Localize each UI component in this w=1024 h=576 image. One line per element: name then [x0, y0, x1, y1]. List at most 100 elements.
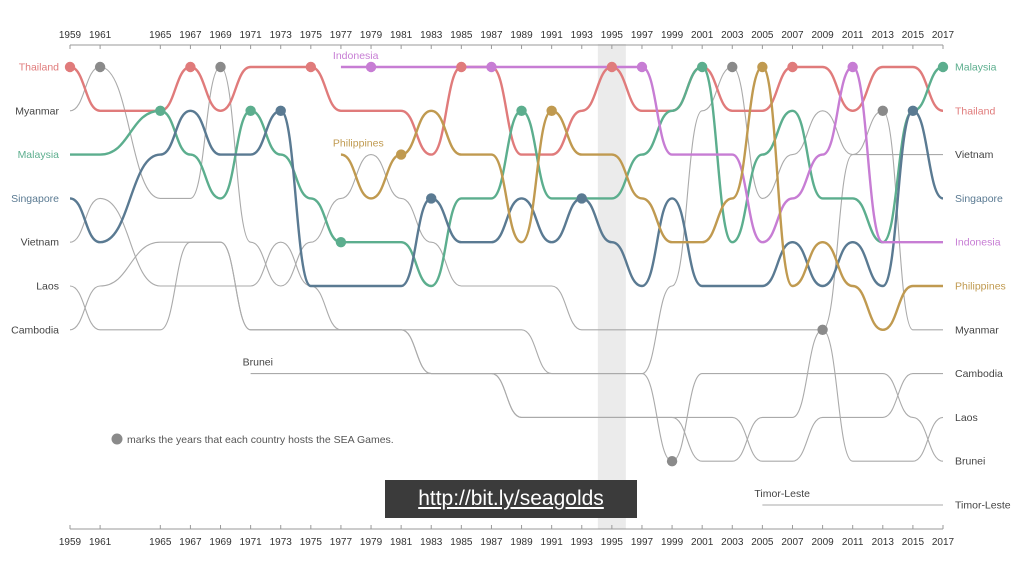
- tick-label: 2017: [932, 30, 955, 41]
- tick-label: 1985: [450, 30, 473, 41]
- series-line-brunei: [250, 373, 944, 462]
- tick-label: 2017: [932, 537, 955, 548]
- host-marker-philippines: [757, 61, 768, 73]
- right-label-timor-leste: Timor-Leste: [955, 500, 1011, 512]
- tick-label: 1969: [209, 30, 232, 41]
- tick-label: 1979: [360, 30, 383, 41]
- right-label-indonesia: Indonesia: [955, 237, 1001, 249]
- tick-label: 1989: [510, 30, 533, 41]
- inline-label-philippines: Philippines: [333, 138, 384, 150]
- tick-label: 1969: [209, 537, 232, 548]
- tick-label: 1985: [450, 537, 473, 548]
- tick-label: 1995: [601, 30, 624, 41]
- host-markers: [64, 61, 949, 467]
- host-marker-malaysia: [516, 105, 527, 117]
- tick-label: 1959: [59, 537, 82, 548]
- url-link[interactable]: http://bit.ly/seagolds: [418, 487, 604, 510]
- tick-label: 1979: [360, 537, 383, 548]
- host-marker-malaysia: [937, 61, 949, 73]
- host-marker-singapore: [426, 193, 437, 204]
- host-marker-thailand: [456, 61, 467, 73]
- host-marker-legend-icon: [111, 433, 123, 445]
- tick-label: 1991: [541, 30, 564, 41]
- series-line-philippines: [340, 65, 943, 332]
- right-label-malaysia: Malaysia: [955, 62, 997, 74]
- tick-label: 1993: [571, 537, 594, 548]
- tick-label: 2011: [842, 537, 864, 548]
- highlight-band: [597, 44, 626, 529]
- right-label-singapore: Singapore: [955, 193, 1003, 205]
- tick-label: 2005: [751, 537, 774, 548]
- tick-label: 1977: [330, 30, 353, 41]
- tick-label: 1971: [239, 30, 262, 41]
- tick-label: 1983: [420, 30, 443, 41]
- tick-label: 2003: [721, 30, 744, 41]
- tick-label: 1961: [89, 537, 112, 548]
- tick-label: 2001: [691, 30, 714, 41]
- host-marker-vietnam: [727, 61, 738, 73]
- tick-label: 1989: [510, 537, 533, 548]
- host-marker-malaysia: [155, 105, 166, 117]
- left-label-thailand: Thailand: [19, 62, 59, 74]
- right-label-laos: Laos: [955, 412, 978, 424]
- tick-label: 1987: [480, 30, 503, 41]
- host-marker-thailand: [787, 61, 798, 73]
- tick-label: 2011: [842, 30, 864, 41]
- left-label-cambodia: Cambodia: [11, 324, 59, 336]
- tick-label: 1975: [300, 537, 323, 548]
- tick-label: 1999: [661, 537, 684, 548]
- inline-label-indonesia: Indonesia: [333, 50, 379, 62]
- host-marker-laos: [817, 324, 828, 335]
- tick-label: 1965: [149, 30, 172, 41]
- tick-label: 1971: [239, 537, 262, 548]
- colored-series-lines: [69, 65, 944, 332]
- tick-label: 1999: [661, 30, 684, 41]
- host-marker-singapore: [907, 105, 919, 117]
- tick-label: 1995: [601, 537, 624, 548]
- host-marker-thailand: [64, 61, 76, 73]
- right-label-thailand: Thailand: [955, 105, 995, 117]
- tick-label: 1961: [89, 30, 112, 41]
- right-label-philippines: Philippines: [955, 281, 1006, 293]
- tick-label: 2015: [902, 30, 925, 41]
- host-marker-myanmar: [94, 61, 106, 73]
- tick-label: 2009: [811, 537, 834, 548]
- tick-label: 1991: [541, 537, 564, 548]
- tick-label: 2007: [781, 30, 804, 41]
- tick-label: 1973: [270, 537, 293, 548]
- host-marker-thailand: [606, 61, 618, 73]
- left-label-laos: Laos: [36, 281, 59, 293]
- right-label-brunei: Brunei: [955, 456, 985, 468]
- tick-label: 1993: [571, 30, 594, 41]
- tick-label: 2013: [872, 30, 895, 41]
- host-marker-indonesia: [365, 61, 377, 73]
- host-marker-thailand: [305, 61, 317, 73]
- series-line-thailand: [69, 65, 944, 156]
- url-link-box[interactable]: http://bit.ly/seagolds: [385, 480, 637, 518]
- inline-label-timor-leste: Timor-Leste: [754, 488, 810, 500]
- tick-label: 1997: [631, 30, 654, 41]
- tick-label: 1973: [270, 30, 293, 41]
- series-line-singapore: [69, 109, 944, 288]
- tick-label: 2015: [902, 537, 925, 548]
- tick-label: 2009: [811, 30, 834, 41]
- tick-label: 1977: [330, 537, 353, 548]
- host-marker-malaysia: [335, 237, 347, 248]
- host-marker-indonesia: [636, 61, 648, 73]
- series-line-cambodia: [69, 241, 943, 462]
- legend-note: marks the years that each country hosts …: [111, 433, 394, 446]
- right-label-vietnam: Vietnam: [955, 149, 994, 161]
- tick-label: 1983: [420, 537, 443, 548]
- left-label-vietnam: Vietnam: [21, 237, 60, 249]
- tick-label: 2001: [691, 537, 714, 548]
- tick-label: 1959: [59, 30, 82, 41]
- tick-label: 2007: [781, 537, 804, 548]
- series-line-malaysia: [70, 65, 944, 288]
- legend-note-text: marks the years that each country hosts …: [127, 434, 394, 446]
- tick-label: 1981: [390, 537, 413, 548]
- right-label-cambodia: Cambodia: [955, 368, 1003, 380]
- right-label-myanmar: Myanmar: [955, 324, 999, 336]
- host-marker-philippines: [395, 149, 407, 160]
- tick-label: 2003: [721, 537, 744, 548]
